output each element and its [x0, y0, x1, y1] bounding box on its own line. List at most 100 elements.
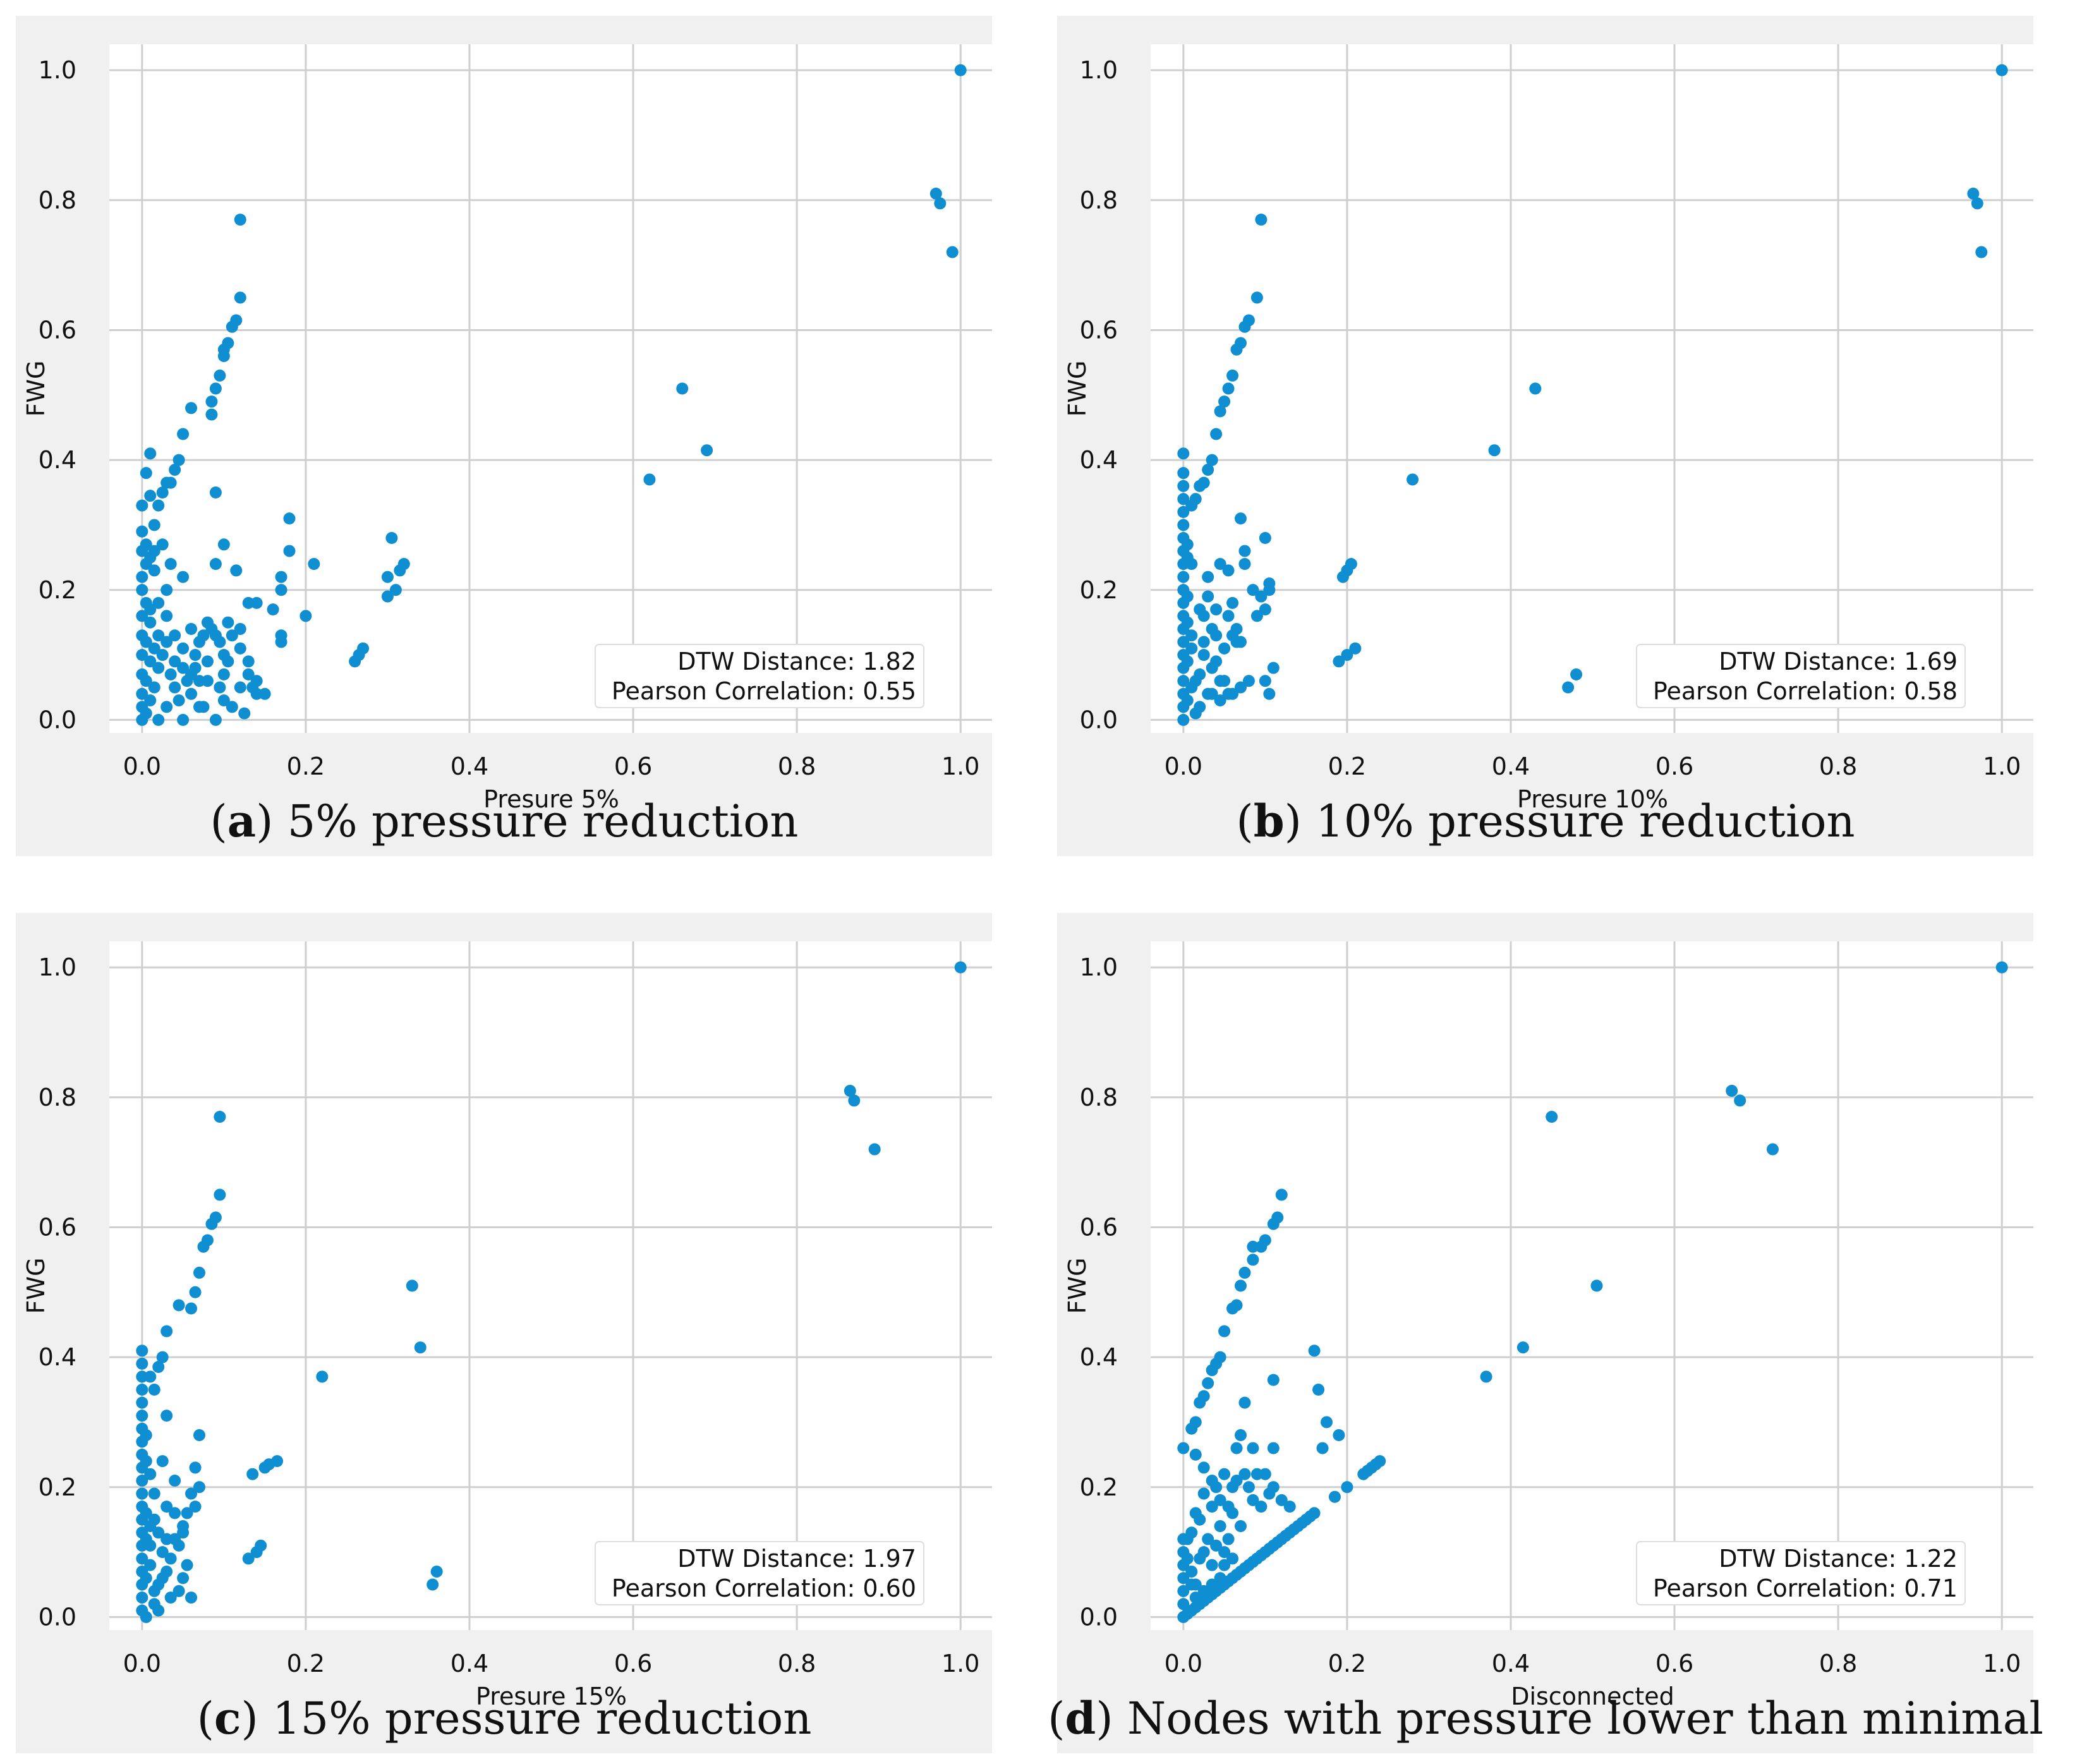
data-point	[1177, 1533, 1190, 1545]
data-point	[160, 476, 173, 489]
x-tick-label: 0.4	[451, 752, 488, 780]
x-axis-label: Presure 5%	[483, 785, 619, 813]
data-point	[406, 1279, 418, 1292]
data-point	[1194, 701, 1206, 713]
y-tick-label: 0.8	[39, 186, 76, 214]
data-point	[234, 622, 246, 635]
pearson-correlation-text: Pearson Correlation: 0.60	[612, 1574, 916, 1602]
data-point	[1967, 188, 1980, 200]
data-point	[1529, 382, 1542, 395]
data-point	[1238, 1396, 1251, 1409]
data-point	[172, 1539, 185, 1552]
y-axis-label: FWG	[1063, 1258, 1091, 1314]
data-point	[185, 1592, 198, 1604]
data-point	[1263, 687, 1276, 700]
data-point	[1214, 558, 1226, 571]
data-point	[1995, 64, 2008, 76]
data-point	[676, 382, 689, 395]
y-tick-label: 0.2	[1080, 1473, 1118, 1501]
data-point	[283, 512, 296, 525]
data-point	[152, 1604, 165, 1617]
dtw-distance-text: DTW Distance: 1.82	[677, 648, 916, 675]
data-point	[164, 1552, 177, 1565]
data-point	[1488, 444, 1501, 457]
data-point	[1234, 1279, 1247, 1292]
data-point	[156, 1546, 169, 1559]
data-point	[1181, 590, 1194, 603]
data-point	[152, 596, 165, 609]
data-point	[1210, 629, 1223, 642]
data-point	[1321, 1416, 1333, 1429]
caption-a: (a) 5% pressure reduction	[210, 795, 799, 847]
data-point	[1185, 1565, 1198, 1578]
data-point	[1218, 642, 1231, 655]
data-point	[217, 538, 230, 551]
data-point	[181, 1559, 193, 1571]
data-point	[160, 584, 173, 596]
scatter-points	[1177, 64, 2008, 726]
data-point	[177, 1526, 190, 1539]
data-point	[848, 1094, 861, 1107]
data-point	[1206, 454, 1218, 466]
data-point	[209, 558, 222, 571]
data-point	[144, 1468, 157, 1480]
data-point	[1250, 610, 1263, 622]
data-point	[189, 1501, 202, 1513]
data-point	[160, 1410, 173, 1422]
data-point	[217, 668, 230, 680]
data-point	[160, 1325, 173, 1338]
data-point	[934, 197, 947, 210]
data-point	[136, 1592, 148, 1604]
data-point	[1185, 629, 1198, 642]
data-point	[1255, 1501, 1268, 1513]
data-point	[242, 1552, 255, 1565]
data-point	[1210, 1481, 1223, 1494]
data-point	[1197, 636, 1210, 648]
data-point	[1480, 1370, 1492, 1383]
scatter-points	[136, 961, 967, 1623]
data-point	[1766, 1143, 1779, 1156]
data-point	[1177, 505, 1190, 518]
data-point	[844, 1085, 856, 1097]
data-point	[1202, 590, 1214, 603]
data-point	[156, 1572, 169, 1585]
pearson-correlation-text: Pearson Correlation: 0.58	[1653, 677, 1958, 705]
grid	[1151, 941, 2033, 1630]
data-point	[1202, 571, 1214, 583]
data-point	[1407, 473, 1419, 486]
data-point	[250, 596, 263, 609]
data-point	[177, 713, 190, 726]
data-point	[197, 1240, 210, 1253]
data-point	[1238, 1266, 1251, 1279]
scatter-points	[136, 64, 967, 726]
data-point	[1206, 1559, 1218, 1571]
x-tick-label: 0.2	[287, 752, 325, 780]
data-point	[1345, 558, 1357, 571]
data-point	[1226, 1302, 1239, 1315]
data-point	[1226, 629, 1239, 642]
data-point	[1177, 519, 1190, 531]
data-point	[1218, 1468, 1231, 1480]
data-point	[169, 655, 181, 668]
plot-area	[109, 44, 992, 733]
data-point	[246, 1468, 259, 1480]
data-point	[643, 473, 656, 486]
data-point	[1181, 655, 1194, 668]
data-point	[185, 1487, 198, 1500]
data-point	[152, 499, 165, 512]
data-point	[136, 1396, 148, 1409]
data-point	[1341, 1481, 1353, 1494]
data-point	[1234, 1429, 1247, 1442]
data-point	[234, 642, 246, 655]
data-point	[226, 701, 238, 713]
data-point	[1226, 596, 1239, 609]
data-point	[1226, 1507, 1239, 1519]
data-point	[152, 1526, 165, 1539]
data-point	[1516, 1341, 1529, 1354]
data-point	[1194, 480, 1206, 492]
data-point	[1218, 1325, 1231, 1338]
scatter-chart-d: 0.0 0.2 0.4 0.6 0.8 1.0 0.0 0.2 0.4 0.6 0.8 1.0 Disc…	[1063, 941, 2033, 1710]
data-point	[1238, 558, 1251, 571]
data-point	[148, 1585, 160, 1597]
data-point	[1189, 1507, 1202, 1519]
